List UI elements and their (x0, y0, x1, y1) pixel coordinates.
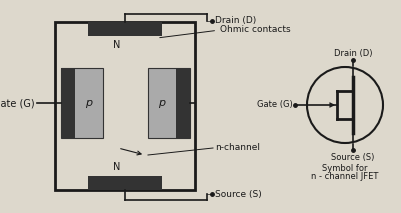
Bar (88, 176, 162, 190)
Text: p: p (85, 98, 93, 108)
Bar (176, 68, 190, 138)
Text: Source (S): Source (S) (215, 190, 262, 199)
Bar (55, 22, 195, 190)
Text: p: p (158, 98, 166, 108)
Text: N: N (113, 40, 121, 50)
Text: N: N (113, 162, 121, 172)
Text: Ohmic contacts: Ohmic contacts (160, 26, 291, 38)
Text: Source (S): Source (S) (331, 153, 375, 162)
Bar (88, 22, 162, 36)
Text: Gate (G): Gate (G) (0, 98, 35, 108)
Text: Drain (D): Drain (D) (215, 16, 256, 26)
Text: Symbol for: Symbol for (322, 164, 368, 173)
Bar (148, 68, 190, 138)
Bar (61, 68, 103, 138)
Text: Gate (G): Gate (G) (257, 101, 293, 109)
Text: n-channel: n-channel (215, 144, 260, 153)
Text: Drain (D): Drain (D) (334, 49, 372, 58)
Bar (61, 68, 75, 138)
Text: n - channel JFET: n - channel JFET (311, 172, 379, 181)
